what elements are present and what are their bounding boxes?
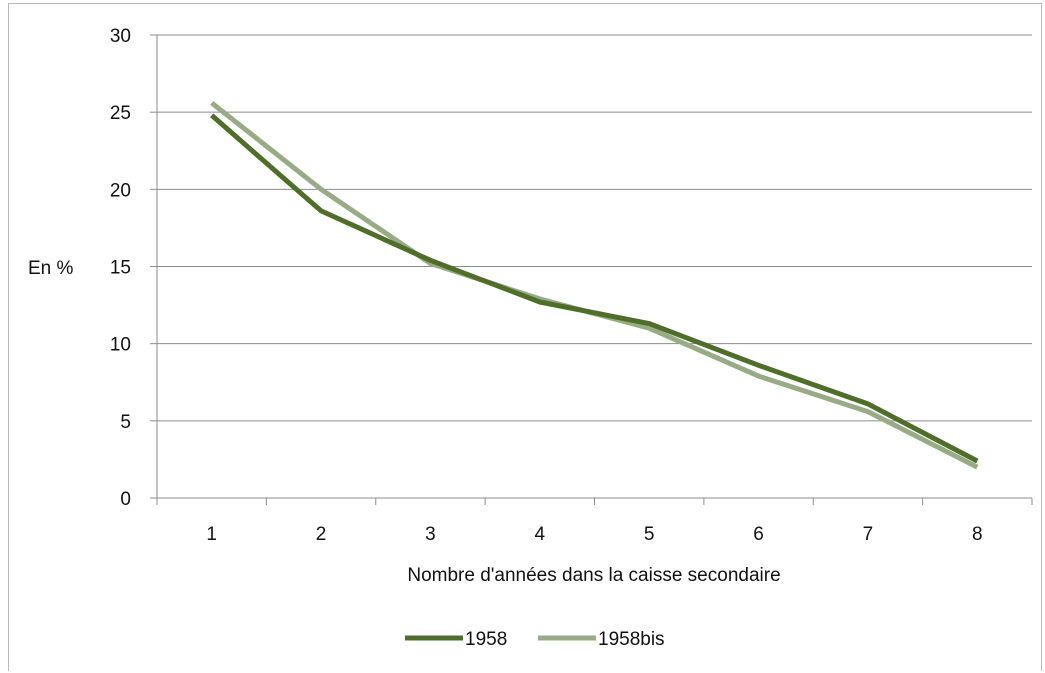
chart-frame [8, 3, 1042, 671]
gridlines [157, 34, 1032, 422]
y-tick-label: 15 [110, 258, 131, 279]
y-tick-label: 5 [120, 412, 131, 433]
y-tick-label: 10 [110, 335, 131, 356]
x-tick-label: 2 [316, 524, 327, 545]
x-axis-title: Nombre d'années dans la caisse secondair… [407, 565, 780, 586]
y-axis-title: En % [28, 258, 74, 279]
x-tick-label: 3 [425, 524, 436, 545]
series-line-1958 [210, 113, 979, 464]
legend-label: 1958bis [598, 629, 665, 650]
y-tick-label: 0 [120, 489, 131, 510]
x-tick-label: 4 [535, 524, 546, 545]
series-line-1958bis [210, 100, 979, 470]
x-tick-label: 5 [644, 524, 655, 545]
y-tick-label: 25 [110, 103, 131, 124]
y-tick-label: 30 [110, 26, 131, 47]
x-tick-label: 7 [863, 524, 874, 545]
legend-label: 1958 [465, 629, 507, 650]
legend: 1958 1958bis [405, 629, 665, 650]
x-tick-label: 8 [972, 524, 983, 545]
y-tick-label: 20 [110, 180, 131, 201]
x-tick-label: 6 [753, 524, 764, 545]
series-lines [210, 100, 979, 470]
x-tick-label: 1 [206, 524, 217, 545]
axes: 0 5 10 15 20 25 30 1 2 3 4 5 6 7 8 [110, 26, 1033, 545]
